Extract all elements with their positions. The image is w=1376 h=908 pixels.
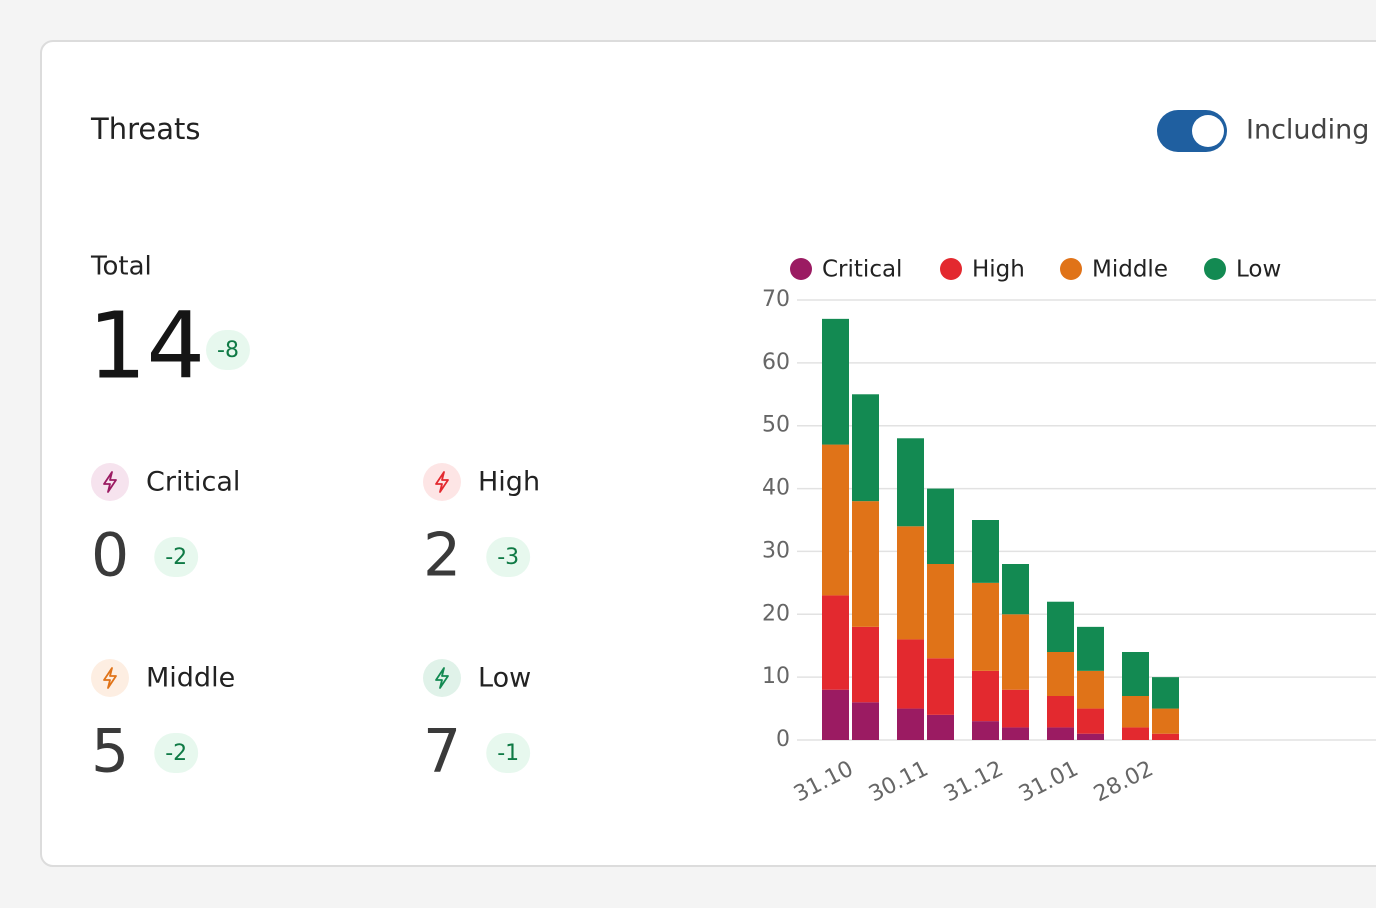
bar-segment [1122, 727, 1149, 740]
total-value: 14 [88, 292, 205, 399]
severity-value: 5 [91, 717, 129, 787]
bar-segment [1077, 670, 1104, 709]
bar-segment [972, 670, 999, 722]
delta-badge: -1 [486, 733, 531, 773]
legend-swatch [940, 258, 962, 280]
bar-segment [822, 318, 849, 445]
delta-value: -2 [165, 741, 187, 766]
delta-value: -2 [165, 545, 187, 570]
severity-value: 0 [91, 521, 129, 591]
severity-icon-bg [423, 659, 461, 697]
bar-segment [972, 520, 999, 583]
delta-badge-bg [206, 330, 250, 370]
y-tick-label: 0 [776, 727, 790, 752]
bar-segment [1077, 626, 1104, 671]
severity-icon [435, 667, 449, 689]
bar-segment [852, 501, 879, 627]
severity-icon-bg [423, 463, 461, 501]
severity-icon-bg [91, 463, 129, 501]
severity-value: 7 [423, 717, 461, 787]
bar-segment [897, 708, 924, 740]
y-tick-label: 60 [762, 350, 790, 375]
legend-label: Low [1236, 257, 1281, 283]
severity-icon [435, 471, 449, 493]
bar-segment [1002, 689, 1029, 728]
bar-segment [852, 702, 879, 740]
bar-segment [1077, 708, 1104, 734]
severity-value: 2 [423, 521, 461, 591]
bar-segment [897, 438, 924, 527]
bar-segment [972, 582, 999, 671]
bar-segment [1002, 564, 1029, 615]
delta-badge: -3 [486, 537, 531, 577]
delta-badge-bg [486, 537, 531, 577]
y-tick-label: 70 [762, 287, 790, 312]
card [40, 40, 1376, 867]
bar-segment [927, 714, 954, 740]
toggle-label[interactable]: Including [1246, 115, 1369, 146]
severity-icon [103, 667, 117, 689]
delta-value: -1 [497, 741, 519, 766]
bar-segment [897, 639, 924, 709]
bar-segment [927, 564, 954, 659]
severity-icon [103, 471, 117, 493]
legend-swatch [1204, 258, 1226, 280]
bar-segment [1152, 733, 1179, 740]
bar-segment [897, 526, 924, 640]
legend-swatch [1060, 258, 1082, 280]
bar-segment [822, 689, 849, 740]
bar-segment [852, 394, 879, 502]
severity-label: High [478, 467, 540, 498]
bar-segment [1122, 696, 1149, 728]
bar-segment [1047, 601, 1074, 652]
toggle[interactable] [1157, 110, 1227, 152]
bar-segment [1047, 727, 1074, 740]
y-tick-label: 20 [762, 601, 790, 626]
delta-value: -8 [217, 338, 239, 363]
severity-label: Critical [146, 467, 240, 498]
delta-value: -3 [497, 545, 519, 570]
bar-segment [1047, 652, 1074, 696]
bar-segment [927, 658, 954, 715]
bar-segment [972, 721, 999, 740]
y-tick-label: 10 [762, 664, 790, 689]
severity-label: Middle [146, 663, 235, 694]
legend-label: Middle [1092, 257, 1168, 283]
legend-label: High [972, 257, 1025, 283]
bar-segment [852, 626, 879, 703]
bar-segment [1077, 733, 1104, 740]
delta-badge: -8 [206, 330, 250, 370]
bar-segment [1152, 708, 1179, 734]
y-tick-label: 50 [762, 413, 790, 438]
severity-icon-bg [91, 659, 129, 697]
delta-badge-bg [154, 537, 199, 577]
delta-badge-bg [486, 733, 531, 773]
bar-segment [1047, 696, 1074, 728]
legend-label: Critical [822, 257, 902, 283]
total-label: Total [90, 252, 152, 282]
y-tick-label: 40 [762, 476, 790, 501]
delta-badge: -2 [154, 733, 199, 773]
bar-segment [822, 595, 849, 690]
bar-segment [1002, 614, 1029, 690]
bar-segment [1122, 652, 1149, 696]
bar-segment [1152, 677, 1179, 709]
bar-segment [822, 444, 849, 596]
delta-badge: -2 [154, 537, 199, 577]
delta-badge-bg [154, 733, 199, 773]
toggle-knob[interactable] [1192, 115, 1224, 147]
bar-segment [1002, 727, 1029, 740]
severity-label: Low [478, 663, 531, 694]
bar-segment [927, 488, 954, 564]
legend-swatch [790, 258, 812, 280]
y-tick-label: 30 [762, 538, 790, 563]
card-title: Threats [90, 112, 200, 146]
